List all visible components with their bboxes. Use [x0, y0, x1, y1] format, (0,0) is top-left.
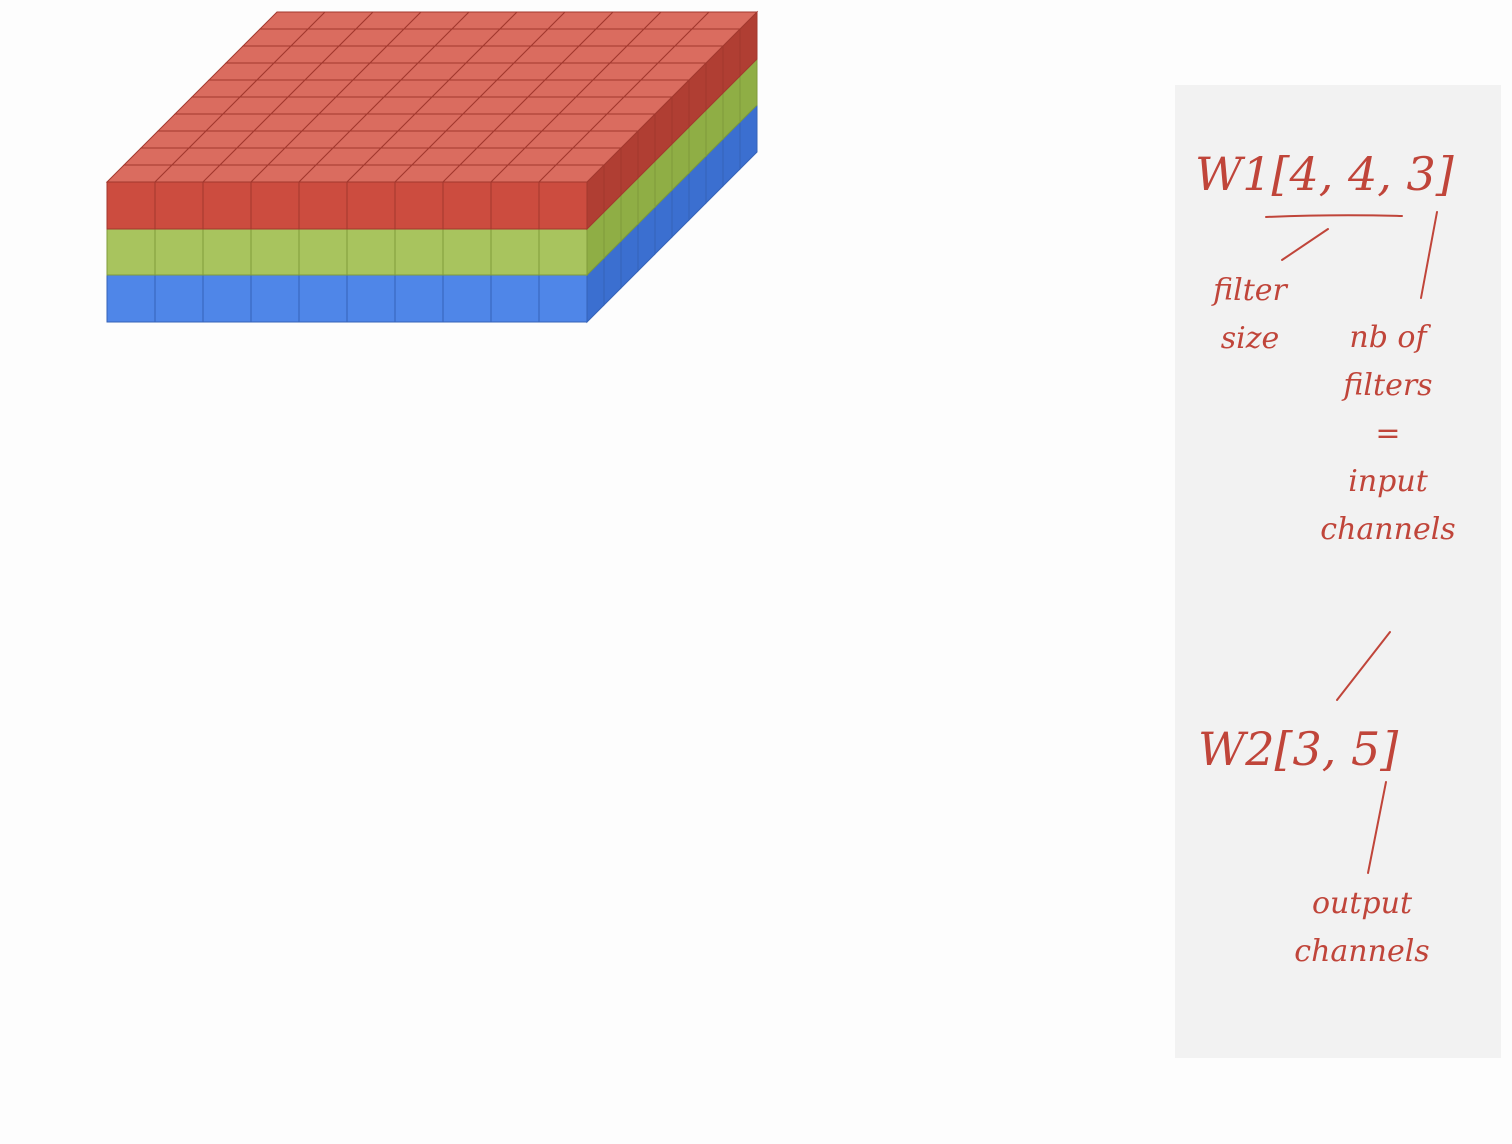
cube-front: [394, 274, 444, 323]
cube-front: [202, 181, 252, 230]
cube-front: [298, 274, 348, 323]
cube-front: [154, 181, 204, 230]
note-line: nb of: [1349, 320, 1431, 355]
notes-panel: [1175, 85, 1501, 1058]
cube-front: [490, 181, 540, 230]
cube-front: [106, 181, 156, 230]
note-line: =: [1375, 416, 1400, 451]
cube-front: [202, 227, 252, 276]
output-note: output channels: [1294, 886, 1429, 969]
note-line: filter: [1211, 273, 1288, 308]
filter-size-note: filter size: [1211, 273, 1288, 356]
input-volume: [105, 10, 759, 324]
cube-front: [106, 274, 156, 323]
cube-front: [346, 274, 396, 323]
cube-front: [154, 274, 204, 323]
cube-front: [538, 181, 588, 230]
connector: [1336, 631, 1391, 701]
connector: [1281, 228, 1329, 261]
underline: [1265, 214, 1403, 218]
cube-front: [250, 181, 300, 230]
cube-front: [490, 227, 540, 276]
note-line: channels: [1294, 934, 1429, 969]
cube-front: [442, 274, 492, 323]
w2-label: W2[3, 5]: [1198, 722, 1398, 776]
cube-front: [394, 227, 444, 276]
connector: [1367, 781, 1387, 874]
cube-front: [250, 227, 300, 276]
cube-front: [538, 274, 588, 323]
connector: [1420, 211, 1438, 299]
cube-front: [490, 274, 540, 323]
cube-front: [298, 227, 348, 276]
cube-front: [346, 181, 396, 230]
cube-front: [394, 181, 444, 230]
note-line: size: [1221, 321, 1280, 356]
cube-front: [346, 227, 396, 276]
cube-front: [298, 181, 348, 230]
cube-front: [442, 181, 492, 230]
cube-front: [154, 227, 204, 276]
w1-label: W1[4, 4, 3]: [1195, 147, 1454, 201]
nb-filters-note: nb of filters = input channels: [1320, 320, 1455, 547]
cube-front: [442, 227, 492, 276]
note-line: output: [1312, 886, 1413, 921]
note-line: filters: [1341, 368, 1432, 403]
cube-front: [202, 274, 252, 323]
cube-front: [106, 227, 156, 276]
cube-front: [538, 227, 588, 276]
note-line: channels: [1320, 512, 1455, 547]
cube-front: [250, 274, 300, 323]
note-line: input: [1348, 464, 1428, 499]
